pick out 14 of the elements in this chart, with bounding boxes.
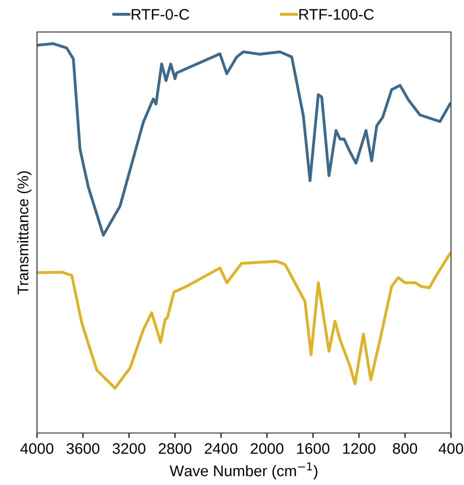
legend-label: RTF-100-C [299, 8, 374, 20]
x-tick-label: 4000 [20, 443, 54, 454]
x-tick-label: 3200 [112, 443, 146, 454]
x-tick-label: 400 [438, 443, 464, 454]
x-tick-label: 3600 [66, 443, 100, 454]
legend-label: RTF-0-C [132, 8, 190, 20]
x-tick-label: 2800 [158, 443, 192, 454]
x-axis-title: Wave Number (cm$^{−1}$) [170, 462, 318, 480]
y-axis-title: Transmittance (%) [17, 171, 32, 294]
x-tick-label: 800 [392, 443, 418, 454]
x-tick-label: 2400 [204, 443, 238, 454]
x-tick-label: 2000 [250, 443, 284, 454]
x-tick-label: 1600 [297, 443, 330, 454]
x-tick-label: 1200 [343, 443, 376, 454]
